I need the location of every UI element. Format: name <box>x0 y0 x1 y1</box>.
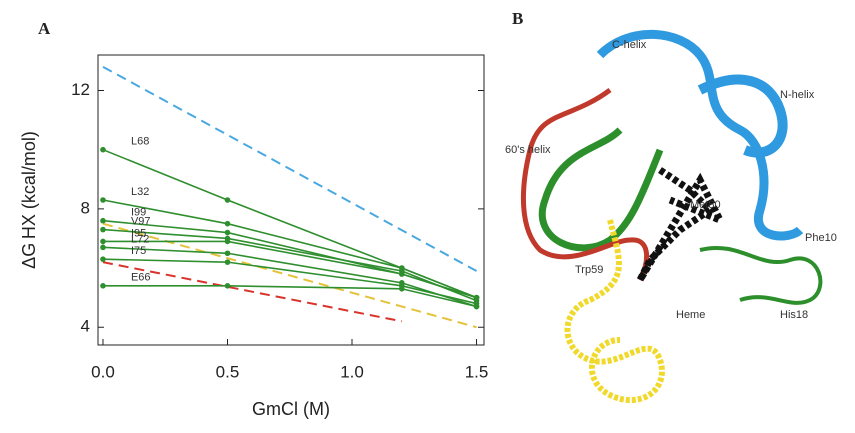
series-label: I95 <box>131 227 146 239</box>
data-point <box>100 283 106 289</box>
series-line <box>102 258 477 305</box>
data-point <box>224 220 231 227</box>
data-point <box>399 285 405 292</box>
helix-n <box>697 74 788 158</box>
data-point <box>473 294 480 301</box>
loop-yellow <box>564 219 665 403</box>
x-tick-label: 0.5 <box>216 362 240 381</box>
data-point <box>100 197 106 203</box>
structure-label: 60's helix <box>505 144 551 156</box>
series-label: L32 <box>131 186 149 198</box>
fit-line <box>102 261 403 323</box>
protein-structure: B C-helix N-helix 60's helix Met80 Trp59… <box>505 9 837 403</box>
series-line <box>102 199 477 299</box>
helix-60s <box>539 127 664 252</box>
data-point <box>100 146 106 153</box>
fit-line <box>102 65 478 272</box>
plot-frame <box>97 54 485 346</box>
series-label: L72 <box>131 233 149 245</box>
data-point <box>100 217 106 224</box>
data-point <box>100 238 106 245</box>
x-axis-label: GmCl (M) <box>252 399 330 419</box>
data-point <box>224 259 231 265</box>
y-tick-label: 4 <box>81 317 90 336</box>
data-point <box>473 303 480 310</box>
loop-red <box>521 87 650 282</box>
structure-label: Trp59 <box>575 264 603 276</box>
data-point <box>224 250 231 257</box>
y-axis-label: ΔG HX (kcal/mol) <box>19 131 39 269</box>
structure-label: Phe10 <box>805 232 837 244</box>
series-line <box>102 285 477 308</box>
heme-atoms <box>636 167 728 282</box>
series-label: V97 <box>131 215 151 227</box>
data-point <box>224 238 231 245</box>
structure-label: His18 <box>780 309 808 321</box>
y-tick-label: 12 <box>71 80 90 99</box>
helix-c <box>596 29 804 241</box>
structure-label: N-helix <box>780 89 815 101</box>
x-tick-label: 1.0 <box>340 362 364 381</box>
data-point <box>100 226 106 233</box>
data-point <box>224 229 231 236</box>
data-point <box>399 271 405 277</box>
x-tick-label: 0.0 <box>91 362 115 381</box>
structure-label: C-helix <box>612 39 647 51</box>
series-label: I75 <box>131 245 146 257</box>
series-line <box>102 240 477 299</box>
series-label: I99 <box>131 207 146 219</box>
data-point <box>224 197 231 203</box>
panel-letter: B <box>512 9 523 28</box>
data-point <box>224 283 231 289</box>
structure-label: Met80 <box>690 199 721 211</box>
data-point <box>100 256 106 262</box>
series-label: E66 <box>131 272 151 284</box>
data-point <box>100 244 106 251</box>
series-label: L68 <box>131 136 149 148</box>
series-line <box>102 246 477 308</box>
x-tick-label: 1.5 <box>465 362 489 381</box>
y-tick-label: 8 <box>81 198 90 217</box>
panel-letter: A <box>38 19 51 38</box>
structure-label: Heme <box>676 309 705 321</box>
loop-green <box>699 246 823 305</box>
